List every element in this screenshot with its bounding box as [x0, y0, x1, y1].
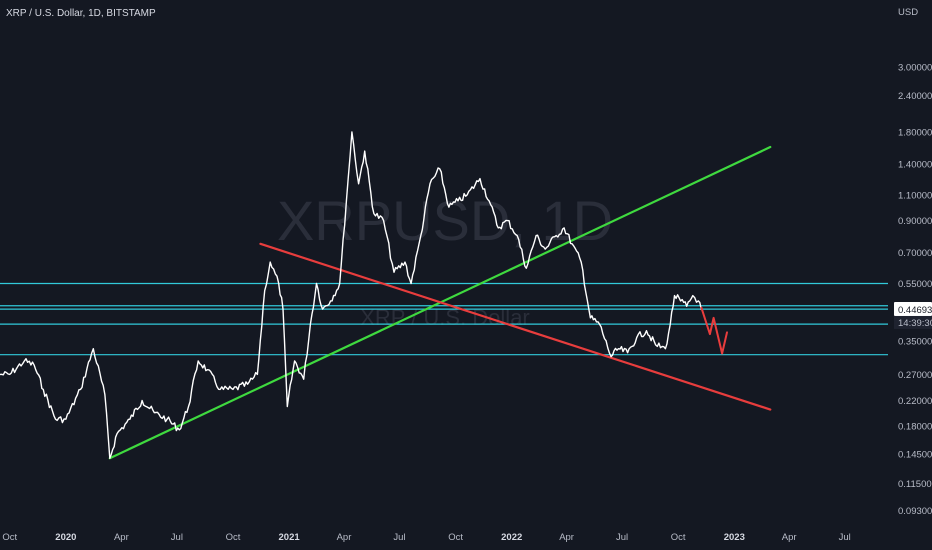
y-tick-label: 0.11500 — [898, 479, 932, 490]
y-tick-label: 0.55000 — [898, 279, 932, 290]
x-tick-label: Jul — [393, 532, 405, 543]
x-tick-label: 2022 — [501, 532, 522, 543]
x-tick-label: Oct — [448, 532, 463, 543]
y-tick-label: 0.35000 — [898, 337, 932, 348]
y-tick-label: 1.10000 — [898, 190, 932, 201]
x-tick-label: Jul — [171, 532, 183, 543]
x-axis[interactable]: Oct 2020 Apr Jul Oct 2021 Apr Jul Oct 2022 Apr Jul O… — [2, 532, 850, 543]
x-tick-label: Apr — [559, 532, 574, 543]
y-tick-label: 0.90000 — [898, 216, 932, 227]
price-tag-value: 0.44693 — [898, 305, 932, 316]
x-tick-label: 2020 — [55, 532, 76, 543]
y-tick-label: 3.00000 — [898, 62, 932, 73]
y-axis[interactable]: USD 3.00000 2.40000 1.80000 1.40000 1.10000 0… — [898, 7, 932, 517]
price-tag-box — [894, 301, 932, 316]
y-tick-label: 1.80000 — [898, 128, 932, 139]
y-tick-label: 0.22000 — [898, 396, 932, 407]
horizontal-levels — [0, 282, 888, 356]
trendlines — [108, 145, 772, 460]
x-tick-label: Jul — [839, 532, 851, 543]
x-tick-label: Oct — [226, 532, 241, 543]
y-tick-label: 2.40000 — [898, 91, 932, 102]
x-tick-label: Apr — [782, 532, 797, 543]
projection-arrow-0 — [700, 306, 728, 355]
y-tick-label: 1.40000 — [898, 160, 932, 171]
trendline-1 — [259, 242, 772, 411]
y-tick-label: 0.14500 — [898, 449, 932, 460]
watermark-symbol: XRPUSD, 1D — [277, 189, 613, 252]
x-tick-label: Oct — [671, 532, 686, 543]
y-tick-label: 0.70000 — [898, 248, 932, 259]
y-axis-unit: USD — [898, 7, 918, 18]
x-tick-label: 2023 — [724, 532, 745, 543]
price-countdown: 14:39:30 — [898, 318, 932, 329]
y-tick-label: 0.27000 — [898, 370, 932, 381]
x-tick-label: Oct — [2, 532, 17, 543]
x-tick-label: Apr — [114, 532, 129, 543]
last-price-tag: 0.44693 14:39:30 — [894, 301, 932, 329]
price-series — [0, 131, 703, 459]
x-tick-label: Apr — [337, 532, 352, 543]
y-tick-label: 0.18000 — [898, 422, 932, 433]
x-tick-label: 2021 — [279, 532, 301, 543]
x-tick-label: Jul — [616, 532, 628, 543]
series-line-0 — [0, 131, 703, 459]
chart-title: XRP / U.S. Dollar, 1D, BITSTAMP — [6, 8, 156, 19]
countdown-box — [894, 315, 932, 329]
projection-arrows — [700, 306, 728, 355]
y-tick-label: 0.09300 — [898, 506, 932, 517]
